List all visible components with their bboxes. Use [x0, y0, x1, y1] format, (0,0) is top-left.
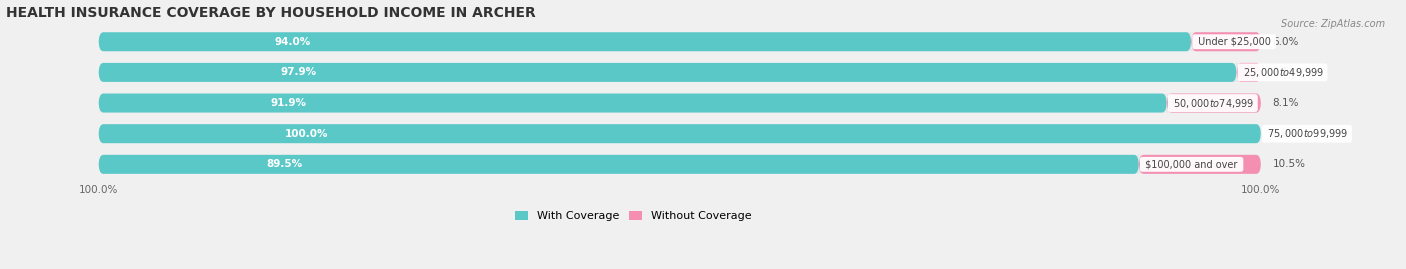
Text: 6.0%: 6.0%	[1272, 37, 1299, 47]
Text: 10.5%: 10.5%	[1272, 159, 1306, 169]
Text: HEALTH INSURANCE COVERAGE BY HOUSEHOLD INCOME IN ARCHER: HEALTH INSURANCE COVERAGE BY HOUSEHOLD I…	[6, 6, 536, 20]
Text: 91.9%: 91.9%	[270, 98, 307, 108]
Text: $25,000 to $49,999: $25,000 to $49,999	[1240, 66, 1324, 79]
FancyBboxPatch shape	[98, 155, 1139, 174]
Text: Under $25,000: Under $25,000	[1195, 37, 1274, 47]
FancyBboxPatch shape	[1191, 32, 1261, 51]
FancyBboxPatch shape	[98, 32, 1261, 51]
Text: 0.0%: 0.0%	[1272, 129, 1299, 139]
Text: $50,000 to $74,999: $50,000 to $74,999	[1170, 97, 1256, 109]
FancyBboxPatch shape	[1167, 94, 1261, 112]
FancyBboxPatch shape	[98, 124, 1261, 143]
FancyBboxPatch shape	[1139, 155, 1261, 174]
Text: Source: ZipAtlas.com: Source: ZipAtlas.com	[1281, 19, 1385, 29]
Legend: With Coverage, Without Coverage: With Coverage, Without Coverage	[510, 206, 756, 226]
Text: 2.1%: 2.1%	[1272, 68, 1299, 77]
Text: 8.1%: 8.1%	[1272, 98, 1299, 108]
FancyBboxPatch shape	[98, 94, 1167, 112]
FancyBboxPatch shape	[98, 63, 1236, 82]
FancyBboxPatch shape	[1236, 63, 1261, 82]
Text: $100,000 and over: $100,000 and over	[1143, 159, 1241, 169]
FancyBboxPatch shape	[98, 94, 1261, 112]
FancyBboxPatch shape	[98, 32, 1191, 51]
FancyBboxPatch shape	[98, 124, 1261, 143]
Text: 97.9%: 97.9%	[281, 68, 316, 77]
Text: 89.5%: 89.5%	[266, 159, 302, 169]
Text: 94.0%: 94.0%	[274, 37, 311, 47]
FancyBboxPatch shape	[98, 155, 1261, 174]
FancyBboxPatch shape	[98, 63, 1261, 82]
Text: $75,000 to $99,999: $75,000 to $99,999	[1264, 127, 1350, 140]
Text: 100.0%: 100.0%	[284, 129, 328, 139]
